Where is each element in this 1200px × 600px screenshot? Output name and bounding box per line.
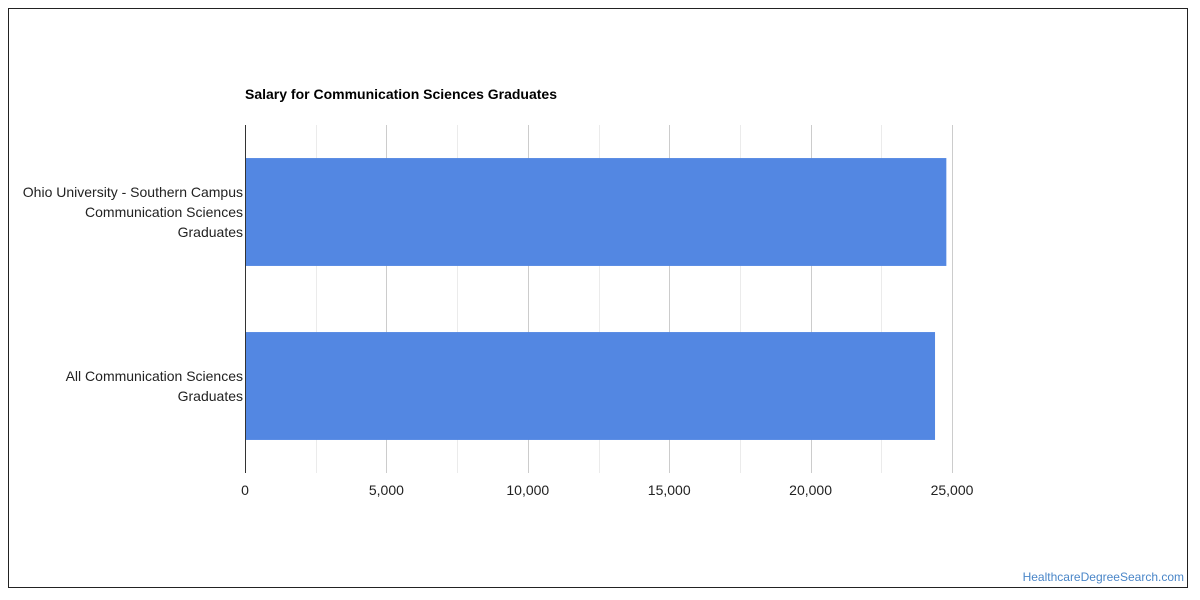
x-axis-ticks: 0 5,000 10,000 15,000 20,000 25,000 <box>241 482 974 498</box>
category-label-line: Communication Sciences <box>85 204 243 220</box>
bars <box>245 158 947 440</box>
x-tick-label: 5,000 <box>369 482 404 498</box>
category-labels: Ohio University - Southern Campus Communi… <box>23 184 243 404</box>
x-tick-label: 25,000 <box>931 482 974 498</box>
chart-title: Salary for Communication Sciences Gradua… <box>245 86 557 102</box>
x-tick-label: 20,000 <box>789 482 832 498</box>
category-label-0: Ohio University - Southern Campus Communi… <box>23 184 243 240</box>
category-label-line: Graduates <box>178 224 243 240</box>
x-tick-label: 10,000 <box>506 482 549 498</box>
source-link[interactable]: HealthcareDegreeSearch.com <box>1022 570 1184 584</box>
category-label-1: All Communication Sciences Graduates <box>66 368 243 404</box>
x-tick-label: 0 <box>241 482 249 498</box>
chart-frame <box>8 8 1188 588</box>
x-tick-label: 15,000 <box>648 482 691 498</box>
bar-0[interactable] <box>245 158 947 266</box>
bar-1[interactable] <box>245 332 936 440</box>
category-label-line: All Communication Sciences <box>66 368 243 384</box>
category-label-line: Graduates <box>178 388 243 404</box>
category-label-line: Ohio University - Southern Campus <box>23 184 243 200</box>
